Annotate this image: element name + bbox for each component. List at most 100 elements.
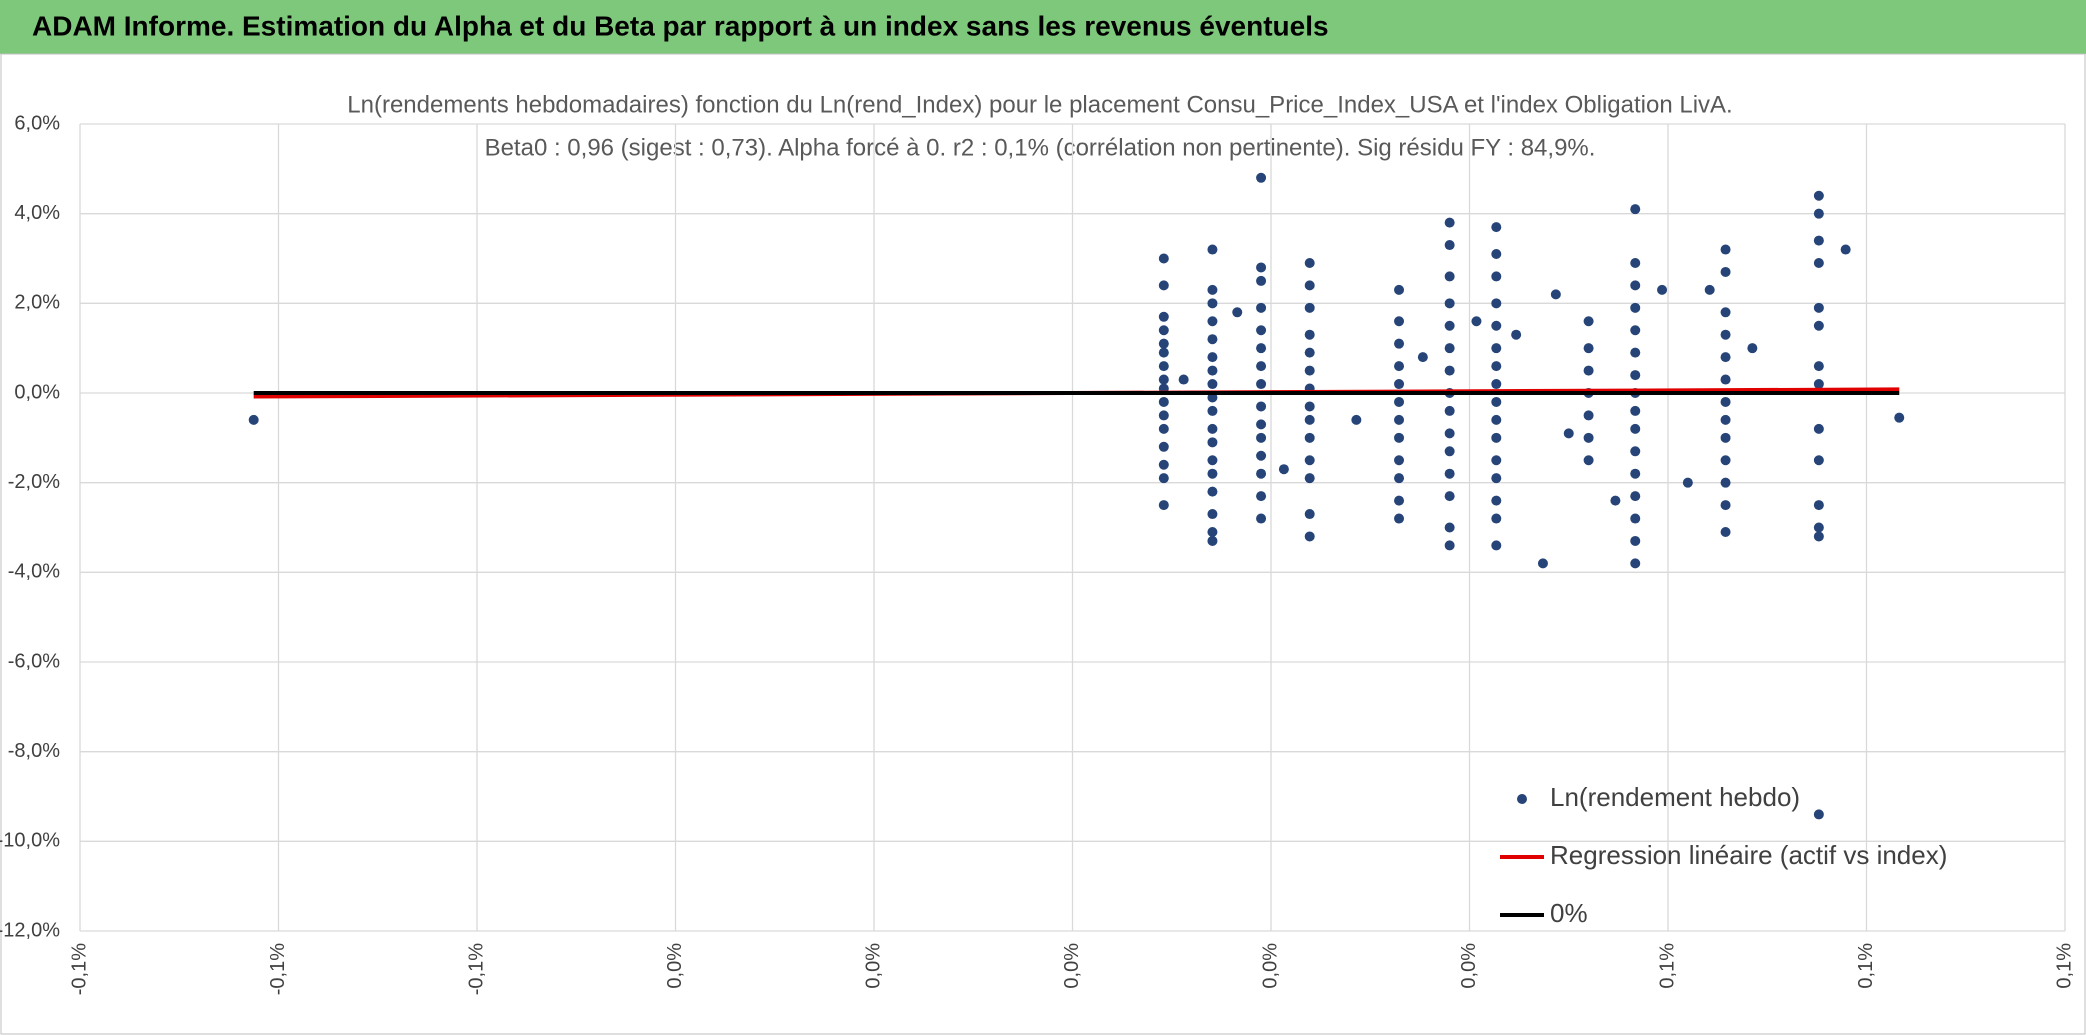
- x-tick-label: -0,1%: [267, 943, 289, 995]
- scatter-point: [1583, 432, 1594, 443]
- scatter-point: [1256, 275, 1267, 286]
- y-tick-label: -10,0%: [0, 830, 60, 852]
- scatter-point: [1630, 491, 1641, 502]
- y-tick-label: 6,0%: [14, 112, 60, 134]
- x-tick-label: -0,1%: [465, 943, 487, 995]
- scatter-point: [1747, 343, 1758, 354]
- scatter-point: [1630, 423, 1641, 434]
- scatter-point: [1610, 495, 1621, 506]
- scatter-point: [1720, 244, 1731, 255]
- scatter-point: [1207, 455, 1218, 466]
- scatter-point: [1207, 298, 1218, 309]
- scatter-point: [1720, 352, 1731, 363]
- scatter-point: [1491, 513, 1502, 524]
- scatter-point: [1813, 320, 1824, 331]
- scatter-point: [248, 414, 259, 425]
- scatter-point: [1720, 432, 1731, 443]
- scatter-point: [1511, 329, 1522, 340]
- scatter-point: [1158, 410, 1169, 421]
- scatter-point: [1491, 455, 1502, 466]
- scatter-point: [1207, 352, 1218, 363]
- scatter-point: [1278, 464, 1289, 475]
- scatter-point: [1444, 298, 1455, 309]
- chart-title: Ln(rendements hebdomadaires) fonction du…: [347, 91, 1732, 118]
- scatter-point: [1444, 343, 1455, 354]
- scatter-point: [1394, 455, 1405, 466]
- scatter-point: [1394, 379, 1405, 390]
- x-tick-label: 0,0%: [1061, 943, 1083, 989]
- scatter-point: [1256, 401, 1267, 412]
- scatter-point: [1583, 343, 1594, 354]
- scatter-point: [1232, 307, 1243, 318]
- scatter-point: [1720, 374, 1731, 385]
- scatter-point: [1840, 244, 1851, 255]
- scatter-point: [1158, 396, 1169, 407]
- scatter-point: [1813, 531, 1824, 542]
- scatter-point: [1630, 370, 1641, 381]
- scatter-point: [1256, 419, 1267, 430]
- scatter-point: [1630, 535, 1641, 546]
- scatter-point: [1304, 280, 1315, 291]
- scatter-point: [1491, 379, 1502, 390]
- scatter-point: [1813, 190, 1824, 201]
- scatter-point: [1304, 347, 1315, 358]
- x-tick-label: 0,0%: [664, 943, 686, 989]
- scatter-point: [1444, 271, 1455, 282]
- header-bar: [0, 0, 2086, 54]
- scatter-point: [1158, 347, 1169, 358]
- scatter-point: [1351, 414, 1362, 425]
- scatter-point: [1630, 204, 1641, 215]
- x-tick-label: 0,1%: [2053, 943, 2075, 989]
- scatter-point: [1394, 473, 1405, 484]
- scatter-point: [1444, 428, 1455, 439]
- scatter-point: [1207, 468, 1218, 479]
- scatter-point: [1207, 284, 1218, 295]
- scatter-point: [1491, 249, 1502, 260]
- scatter-point: [1537, 558, 1548, 569]
- y-tick-label: -8,0%: [8, 740, 60, 762]
- scatter-point: [1444, 468, 1455, 479]
- scatter-point: [1813, 455, 1824, 466]
- scatter-point: [1394, 284, 1405, 295]
- scatter-point: [1720, 455, 1731, 466]
- scatter-point: [1158, 280, 1169, 291]
- scatter-point: [1550, 289, 1561, 300]
- scatter-point: [1207, 379, 1218, 390]
- scatter-point: [1630, 405, 1641, 416]
- scatter-point: [1813, 235, 1824, 246]
- scatter-point: [1471, 316, 1482, 327]
- scatter-point: [1491, 495, 1502, 506]
- scatter-point: [1304, 509, 1315, 520]
- scatter-point: [1394, 414, 1405, 425]
- scatter-point: [1256, 379, 1267, 390]
- scatter-point: [1304, 432, 1315, 443]
- scatter-point: [1657, 284, 1668, 295]
- chart-border: [0, 53, 2086, 1035]
- scatter-point: [1630, 325, 1641, 336]
- scatter-point: [1583, 316, 1594, 327]
- scatter-point: [1894, 412, 1905, 423]
- scatter-point: [1630, 558, 1641, 569]
- scatter-point: [1720, 500, 1731, 511]
- scatter-point: [1256, 513, 1267, 524]
- legend-swatch: [1517, 794, 1527, 804]
- scatter-point: [1207, 486, 1218, 497]
- scatter-point: [1491, 396, 1502, 407]
- scatter-point: [1304, 365, 1315, 376]
- scatter-point: [1158, 459, 1169, 470]
- scatter-point: [1704, 284, 1715, 295]
- x-tick-label: 0,1%: [1855, 943, 1877, 989]
- scatter-point: [1444, 491, 1455, 502]
- scatter-point: [1563, 428, 1574, 439]
- scatter-point: [1491, 320, 1502, 331]
- scatter-point: [1158, 441, 1169, 452]
- scatter-point: [1158, 423, 1169, 434]
- scatter-point: [1256, 361, 1267, 372]
- scatter-point: [1158, 253, 1169, 264]
- y-tick-label: -4,0%: [8, 561, 60, 583]
- scatter-point: [1256, 450, 1267, 461]
- scatter-point: [1394, 513, 1405, 524]
- scatter-point: [1158, 500, 1169, 511]
- scatter-point: [1394, 316, 1405, 327]
- x-tick-label: 0,0%: [862, 943, 884, 989]
